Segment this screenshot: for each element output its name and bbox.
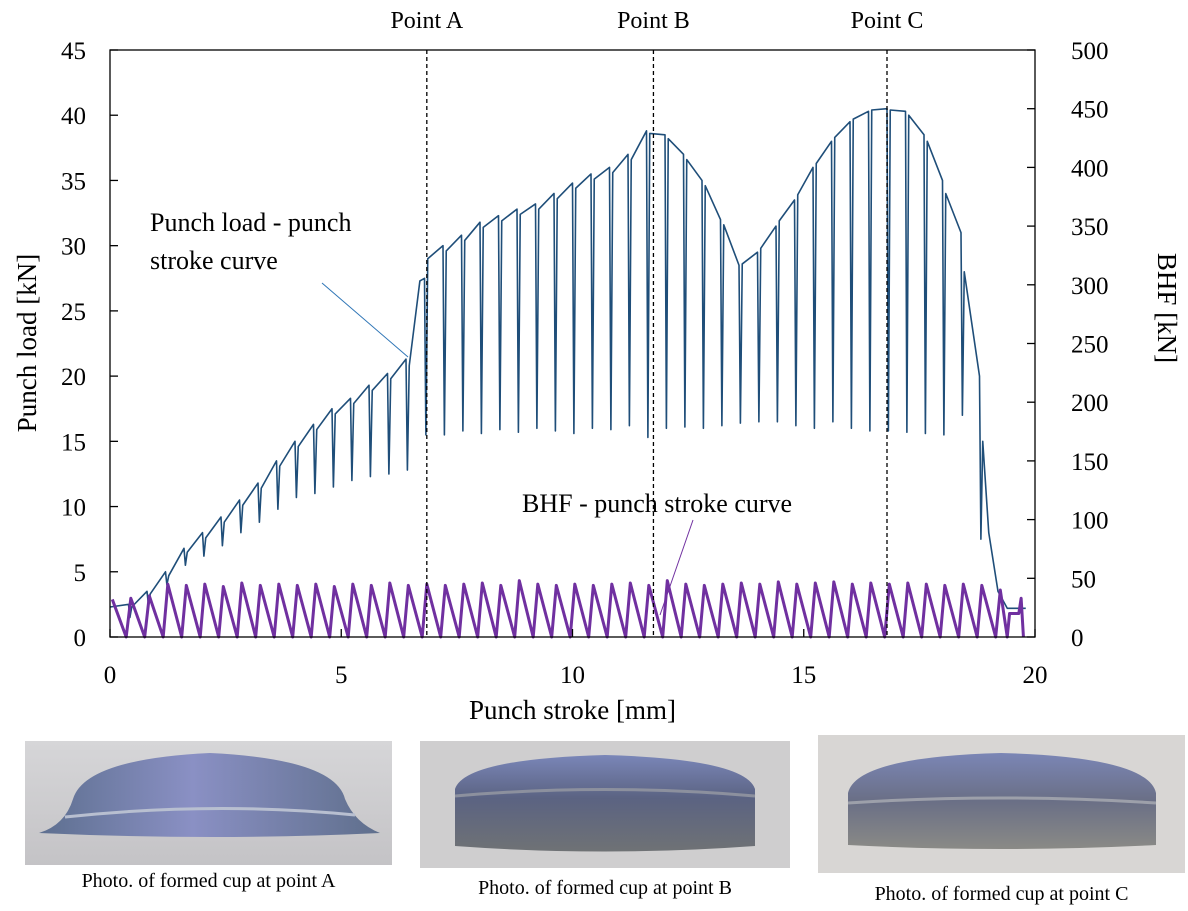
y2-tick-label: 400: [1071, 155, 1109, 182]
photo-caption: Photo. of formed cup at point A: [81, 870, 336, 892]
y2-tick-label: 0: [1071, 625, 1084, 652]
y-tick-label: 25: [61, 299, 86, 326]
y-tick-label: 10: [61, 495, 86, 522]
reference-label: Point B: [617, 8, 690, 34]
photo-a: [25, 741, 392, 865]
y2-tick-label: 350: [1071, 214, 1109, 241]
photo-caption: Photo. of formed cup at point C: [874, 883, 1129, 905]
series-line: [109, 107, 1026, 619]
reference-label: Point C: [851, 8, 924, 34]
x-axis-title: Punch stroke [mm]: [469, 695, 676, 725]
photo-caption: Photo. of formed cup at point B: [478, 877, 732, 899]
bhf-curve-label: BHF - punch stroke curve: [522, 489, 793, 518]
y-tick-label: 30: [61, 234, 86, 261]
x-tick-label: 15: [791, 662, 816, 689]
y-tick-label: 0: [74, 625, 87, 652]
y2-axis-title: BHF [kN]: [1152, 253, 1182, 363]
reference-label: Point A: [390, 8, 463, 34]
x-tick-label: 10: [560, 662, 585, 689]
y2-tick-label: 300: [1071, 273, 1109, 300]
y2-tick-label: 200: [1071, 390, 1109, 417]
photo-c: [818, 735, 1185, 873]
y-tick-label: 15: [61, 429, 86, 456]
plot-frame: [109, 49, 1036, 638]
y2-tick-label: 450: [1071, 97, 1109, 124]
y-tick-label: 45: [61, 38, 86, 65]
y-tick-label: 5: [74, 560, 87, 587]
x-tick-label: 5: [335, 662, 348, 689]
y-tick-label: 20: [61, 364, 86, 391]
punch-curve-label: Punch load - punch stroke curve: [150, 208, 352, 275]
y2-tick-label: 250: [1071, 332, 1109, 359]
photo-b: [420, 741, 790, 868]
y-tick-label: 40: [61, 103, 86, 130]
leader-line: [659, 519, 694, 616]
y2-tick-label: 100: [1071, 508, 1109, 535]
y-tick-label: 35: [61, 168, 86, 195]
chart: Point A Point B Point C0 5 10 15 2005101520253…: [12, 8, 1182, 725]
leader-line: [321, 282, 409, 358]
x-tick-label: 0: [104, 662, 117, 689]
y-axis-title: Punch load [kN]: [12, 254, 42, 432]
y2-tick-label: 150: [1071, 449, 1109, 476]
y2-tick-label: 500: [1071, 38, 1109, 65]
y2-tick-label: 50: [1071, 566, 1096, 593]
series-line: [110, 579, 1025, 639]
x-tick-label: 20: [1023, 662, 1048, 689]
